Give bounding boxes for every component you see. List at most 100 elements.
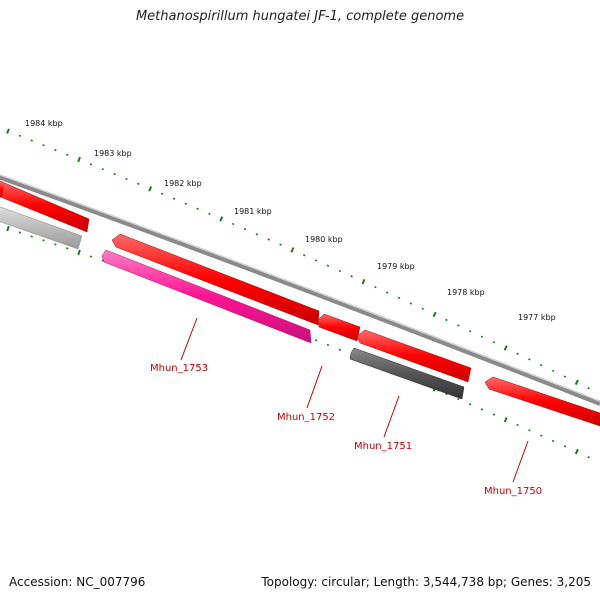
outer-ruler-minor-tick bbox=[137, 182, 140, 186]
outer-ruler-minor-tick bbox=[587, 387, 590, 390]
outer-ruler-minor-tick bbox=[184, 202, 188, 205]
outer-ruler-minor-tick bbox=[30, 139, 33, 142]
inner-ruler-minor-tick bbox=[587, 455, 590, 459]
tick-label-1983: 1983 kbp bbox=[94, 149, 132, 158]
inner-ruler-minor-tick bbox=[42, 239, 45, 242]
outer-ruler-minor-tick bbox=[338, 269, 342, 273]
topology-text: Topology: circular; Length: 3,544,738 bp… bbox=[261, 575, 591, 589]
outer-ruler bbox=[6, 128, 590, 390]
leader-line-mhun-1751 bbox=[383, 395, 400, 438]
genome-backbone bbox=[0, 175, 600, 406]
inner-ruler-minor-tick bbox=[101, 259, 105, 262]
outer-ruler-major-tick bbox=[77, 156, 81, 163]
outer-ruler-minor-tick bbox=[516, 352, 519, 355]
inner-ruler-minor-tick bbox=[480, 408, 484, 411]
outer-ruler-major-tick bbox=[219, 216, 224, 222]
outer-ruler-minor-tick bbox=[255, 233, 259, 236]
inner-ruler bbox=[6, 225, 590, 459]
inner-ruler-minor-tick bbox=[314, 339, 318, 342]
outer-ruler-minor-tick bbox=[279, 243, 282, 246]
outer-ruler-minor-tick bbox=[326, 264, 330, 267]
outer-ruler-minor-tick bbox=[468, 329, 472, 333]
gene-arrow-mhun-1751[interactable] bbox=[349, 347, 465, 400]
outer-ruler-major-tick bbox=[574, 379, 579, 386]
gene-arrow-forward-left-head[interactable] bbox=[0, 182, 4, 197]
inner-ruler-minor-tick bbox=[457, 398, 460, 401]
inner-ruler-minor-tick bbox=[89, 255, 93, 258]
inner-ruler-minor-tick bbox=[66, 247, 69, 250]
gene-arrow-mhun-1750[interactable] bbox=[484, 376, 600, 427]
inner-ruler-major-tick bbox=[77, 249, 81, 256]
tick-label-1981: 1981 kbp bbox=[234, 207, 272, 216]
inner-ruler-major-tick bbox=[503, 417, 508, 423]
outer-ruler-minor-tick bbox=[302, 253, 306, 257]
inner-ruler-minor-tick bbox=[551, 439, 555, 443]
outer-ruler-minor-tick bbox=[160, 192, 164, 195]
outer-ruler-minor-tick bbox=[314, 259, 318, 262]
inner-ruler-minor-tick bbox=[468, 403, 472, 406]
outer-ruler-minor-tick bbox=[374, 285, 377, 289]
leader-line-mhun-1750 bbox=[512, 440, 529, 483]
outer-ruler-minor-tick bbox=[113, 172, 116, 176]
outer-ruler-minor-tick bbox=[457, 324, 460, 327]
genome-title: Methanospirillum hungatei JF-1, complete… bbox=[135, 9, 465, 24]
outer-ruler-minor-tick bbox=[172, 197, 176, 200]
tick-label-1984: 1984 kbp bbox=[25, 119, 63, 128]
outer-ruler-minor-tick bbox=[540, 363, 543, 367]
inner-ruler-minor-tick bbox=[326, 343, 330, 347]
outer-ruler-minor-tick bbox=[89, 163, 93, 166]
inner-ruler-minor-tick bbox=[54, 243, 57, 246]
outer-ruler-minor-tick bbox=[492, 341, 496, 344]
inner-ruler-minor-tick bbox=[540, 434, 543, 437]
gene-label-mhun-1752[interactable]: Mhun_1752 bbox=[277, 412, 335, 423]
outer-ruler-minor-tick bbox=[66, 153, 69, 156]
gene-label-mhun-1751[interactable]: Mhun_1751 bbox=[354, 441, 412, 452]
outer-ruler-major-tick bbox=[503, 345, 508, 351]
gene-label-mhun-1750[interactable]: Mhun_1750 bbox=[484, 486, 542, 497]
outer-ruler-minor-tick bbox=[42, 144, 45, 147]
outer-ruler-major-tick bbox=[6, 128, 10, 134]
outer-ruler-minor-tick bbox=[267, 238, 270, 241]
inner-ruler-minor-tick bbox=[30, 235, 33, 238]
gene-arrow-forward-left[interactable] bbox=[0, 180, 90, 233]
gene-arrow-mhun-1752[interactable] bbox=[317, 313, 361, 342]
inner-ruler-minor-tick bbox=[528, 429, 531, 432]
outer-ruler-minor-tick bbox=[528, 358, 531, 361]
outer-ruler-minor-tick bbox=[18, 134, 22, 137]
outer-ruler-minor-tick bbox=[397, 296, 401, 300]
inner-ruler-minor-tick bbox=[563, 445, 567, 448]
outer-ruler-minor-tick bbox=[54, 148, 57, 152]
outer-ruler-minor-tick bbox=[385, 291, 389, 294]
outer-ruler-minor-tick bbox=[563, 375, 567, 378]
inner-ruler-minor-tick bbox=[338, 348, 342, 351]
leader-line-mhun-1752 bbox=[306, 365, 323, 409]
leader-line-mhun-1753 bbox=[180, 317, 198, 361]
inner-ruler-major-tick bbox=[6, 225, 10, 232]
outer-ruler-major-tick bbox=[361, 279, 366, 285]
outer-ruler-minor-tick bbox=[243, 228, 247, 231]
outer-ruler-minor-tick bbox=[445, 318, 448, 322]
outer-ruler-minor-tick bbox=[208, 212, 211, 216]
outer-ruler-minor-tick bbox=[101, 168, 105, 171]
tick-label-1979: 1979 kbp bbox=[377, 262, 415, 271]
inner-ruler-minor-tick bbox=[516, 423, 519, 427]
inner-ruler-major-tick bbox=[574, 449, 579, 455]
gene-arrow-mhun-1753[interactable] bbox=[101, 249, 312, 344]
inner-ruler-minor-tick bbox=[492, 413, 496, 416]
gene-arrow-forward-center[interactable] bbox=[111, 233, 320, 326]
outer-ruler-minor-tick bbox=[551, 369, 555, 372]
outer-ruler-minor-tick bbox=[350, 275, 353, 278]
gene-label-mhun-1753[interactable]: Mhun_1753 bbox=[150, 363, 208, 374]
gene-arrow-forward-right[interactable] bbox=[356, 329, 472, 383]
genome-backbone-highlight bbox=[0, 174, 600, 402]
gene-arrow-reverse-light-gray[interactable] bbox=[0, 205, 83, 250]
outer-ruler-minor-tick bbox=[231, 222, 235, 226]
tick-label-1977: 1977 kbp bbox=[518, 313, 556, 322]
outer-ruler-minor-tick bbox=[421, 307, 424, 311]
outer-ruler-minor-tick bbox=[409, 302, 413, 305]
tick-label-1980: 1980 kbp bbox=[305, 235, 343, 244]
tick-label-1978: 1978 kbp bbox=[447, 288, 485, 297]
tick-label-1982: 1982 kbp bbox=[164, 179, 202, 188]
